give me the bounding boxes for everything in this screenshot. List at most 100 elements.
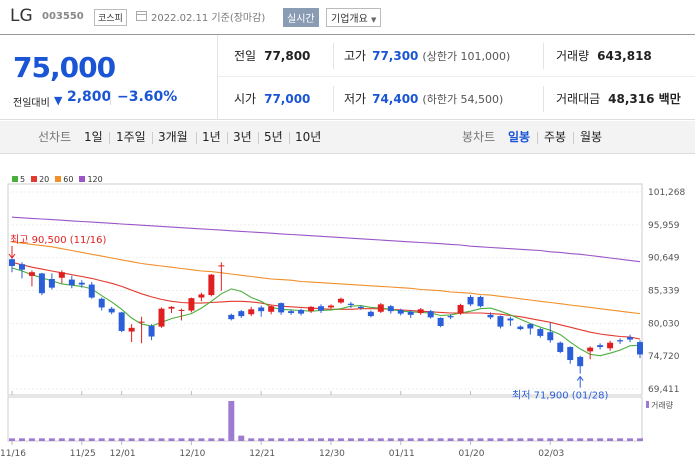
candle-body — [28, 272, 35, 276]
stat-value: 77,000 — [264, 92, 311, 106]
volume-legend-label: 거래량 — [651, 400, 674, 410]
tab-5year[interactable]: 5년 — [264, 130, 283, 144]
tab-3month[interactable]: 3개월 — [158, 130, 188, 144]
candle-body — [288, 311, 295, 314]
volume-bar — [168, 438, 175, 441]
candle-body — [467, 296, 474, 305]
candle-body — [327, 305, 334, 308]
volume-bar — [417, 438, 424, 441]
stat-label: 거래대금 — [556, 92, 601, 106]
ma5-line — [11, 267, 641, 357]
candle-body — [517, 326, 524, 330]
volume-bar — [58, 438, 65, 441]
stat-label: 거래량 — [556, 49, 590, 63]
tab-3year[interactable]: 3년 — [233, 130, 252, 144]
volume-bar — [268, 438, 275, 441]
divider — [289, 132, 290, 144]
candle-body — [208, 274, 215, 296]
x-tick-label: 12/10 — [179, 449, 205, 459]
legend-item: 60 — [55, 175, 73, 184]
stat-low: 저가 74,400 (하한가 54,500) — [344, 78, 503, 120]
candle-body — [48, 278, 55, 288]
divider — [109, 132, 110, 144]
candle-body — [627, 337, 634, 340]
candle-body — [168, 306, 175, 309]
candle-body — [577, 356, 584, 367]
divider — [543, 86, 544, 112]
price-summary: 75,000 전일대비 ▼ 2,800 −3.60% 전일 77,800 고가 77… — [0, 34, 695, 120]
volume-bar — [597, 438, 604, 441]
legend-label: 5 — [20, 175, 26, 184]
tab-10year[interactable]: 10년 — [295, 130, 322, 144]
candle-body — [497, 316, 504, 327]
candle-body — [118, 312, 125, 331]
candle-body — [238, 311, 245, 317]
tab-1day[interactable]: 1일 — [84, 130, 103, 144]
tab-daily[interactable]: 일봉 — [508, 130, 531, 144]
divider — [573, 132, 574, 144]
base-date: 2022.02.11 기준(장마감) — [151, 13, 266, 24]
volume-bar — [357, 438, 364, 441]
calendar-icon — [136, 11, 147, 21]
candle-body — [587, 347, 594, 352]
volume-bar — [308, 438, 315, 441]
volume-bar — [198, 438, 205, 441]
volume-bar — [128, 438, 135, 441]
volume-bar — [38, 438, 45, 441]
candlestick-chart: 101,268 95,959 90,649 85,339 80,030 74,720 69,… — [0, 183, 685, 459]
tab-weekly[interactable]: 주봉 — [544, 130, 567, 144]
tab-1week[interactable]: 1주일 — [116, 130, 146, 144]
ma60-line — [11, 241, 641, 315]
company-info-dropdown[interactable]: 기업개요 ▼ — [326, 8, 382, 27]
volume-bar — [577, 438, 584, 441]
candle-body — [407, 311, 414, 315]
volume-frame — [7, 396, 643, 442]
volume-bar — [258, 438, 265, 441]
stat-prev: 전일 77,800 — [234, 35, 310, 77]
candle-body — [617, 340, 624, 342]
tab-1year[interactable]: 1년 — [202, 130, 221, 144]
stat-value: 74,400 — [372, 92, 419, 106]
volume-bar — [487, 438, 494, 441]
stat-open: 시가 77,000 — [234, 78, 310, 120]
candle-body — [477, 296, 484, 307]
volume-bar — [557, 438, 564, 441]
ma20-line — [11, 261, 641, 340]
y-tick-label: 74,720 — [648, 352, 680, 362]
tab-line-chart[interactable]: 선차트 — [38, 130, 72, 144]
divider — [258, 132, 259, 144]
volume-bar — [447, 438, 454, 441]
volume-bar — [617, 438, 624, 441]
tab-monthly[interactable]: 월봉 — [580, 130, 603, 144]
candle-body — [357, 306, 364, 309]
volume-bar — [28, 438, 35, 441]
diff-rate: −3.60% — [117, 89, 178, 105]
divider — [152, 132, 153, 144]
y-tick-label: 85,339 — [648, 287, 680, 297]
candle-body — [637, 342, 643, 355]
volume-bar — [228, 401, 235, 441]
candle-body — [298, 309, 305, 314]
volume-bar — [587, 438, 594, 441]
price-box: 75,000 전일대비 ▼ 2,800 −3.60% — [0, 35, 218, 120]
volume-bar — [347, 438, 354, 441]
volume-bar — [567, 438, 574, 441]
stat-label: 전일 — [234, 49, 257, 63]
candle-body — [128, 327, 135, 332]
legend-swatch — [79, 176, 86, 182]
candle-body — [278, 303, 285, 313]
candle-body — [178, 309, 185, 311]
realtime-button[interactable]: 실시간 — [283, 8, 319, 27]
market-badge: 코스피 — [94, 9, 127, 26]
candle-body — [18, 264, 25, 270]
candle-body — [507, 318, 514, 321]
stat-value: 77,300 — [372, 49, 419, 63]
volume-bar — [337, 438, 344, 441]
stat-row-1: 전일 77,800 고가 77,300 (상한가 101,000) 거래량 643,81… — [218, 35, 695, 77]
tab-candle-chart[interactable]: 봉차트 — [462, 130, 496, 144]
candle-body — [148, 325, 155, 337]
current-price: 75,000 — [13, 51, 116, 84]
x-tick-label: 12/01 — [110, 449, 136, 459]
legend-item: 5 — [12, 175, 25, 184]
stat-value: 48,316 백만 — [608, 92, 681, 106]
